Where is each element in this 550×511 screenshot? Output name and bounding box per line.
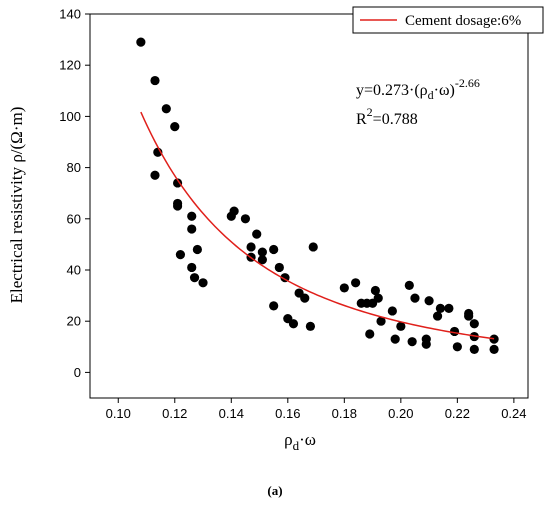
plot-area: 0.10 0.12 0.14 0.16 0.18 0.20 0.22 0.24 0 20 40 60 8… [59, 7, 529, 421]
x-tick-label: 0.22 [445, 406, 470, 421]
data-point [404, 280, 414, 290]
data-point [469, 319, 479, 329]
data-point [390, 334, 400, 344]
y-tick-label: 0 [74, 365, 81, 380]
data-point [387, 306, 397, 316]
data-point [257, 247, 267, 257]
fit-curve [140, 111, 495, 340]
x-tick-label: 0.18 [332, 406, 357, 421]
x-tick-label: 0.14 [219, 406, 244, 421]
data-point [198, 278, 208, 288]
y-axis-title: Electrical resistivity ρ/(Ω·m) [7, 107, 26, 304]
data-point [407, 337, 417, 347]
data-point [150, 170, 160, 180]
data-point [257, 255, 267, 265]
data-point [421, 334, 431, 344]
data-point [170, 122, 180, 132]
y-tick-label: 140 [59, 7, 81, 22]
data-point [269, 244, 279, 255]
data-point [308, 242, 318, 252]
data-point [175, 250, 186, 260]
data-point [464, 308, 474, 319]
figure-caption: (a) [267, 483, 283, 498]
data-point [376, 316, 386, 326]
data-point [435, 303, 445, 313]
fit-equation: y=0.273·(ρd·ω)-2.66 [356, 76, 480, 102]
data-point [410, 293, 420, 303]
x-tick-label: 0.16 [275, 406, 300, 421]
y-tick-label: 40 [67, 263, 81, 278]
data-point [173, 201, 183, 211]
legend-label: Cement dosage:6% [405, 13, 521, 29]
data-point [136, 37, 146, 47]
data-point [187, 262, 197, 273]
data-point [274, 262, 284, 273]
data-point [305, 321, 316, 331]
data-point [187, 211, 197, 221]
y-tick-label: 120 [59, 58, 81, 73]
data-point [300, 293, 310, 303]
data-point [469, 344, 479, 354]
data-point [252, 229, 262, 239]
data-point [226, 211, 236, 221]
data-point [370, 285, 381, 296]
y-tick-label: 80 [67, 160, 81, 175]
r-squared: R2=0.788 [356, 105, 418, 128]
x-tick-label: 0.12 [162, 406, 187, 421]
x-tick-label: 0.10 [106, 406, 131, 421]
legend: Cement dosage:6% [352, 6, 544, 34]
data-point [192, 244, 202, 255]
data-point [365, 329, 375, 339]
x-tick-label: 0.24 [501, 406, 526, 421]
data-point [444, 303, 454, 313]
data-point [187, 224, 197, 234]
y-tick-label: 20 [67, 314, 81, 329]
data-point [173, 178, 183, 188]
plot-frame [89, 13, 529, 399]
data-point [288, 319, 299, 329]
data-point [150, 75, 160, 86]
data-point [489, 334, 499, 344]
data-point [246, 242, 256, 252]
x-axis-title: ρd·ω [284, 430, 316, 453]
data-point [240, 214, 251, 224]
data-point [396, 321, 406, 331]
data-point [424, 296, 434, 306]
data-point [351, 278, 361, 288]
data-point [189, 273, 200, 283]
data-point [339, 283, 349, 293]
scatter-chart: 0.10 0.12 0.14 0.16 0.18 0.20 0.22 0.24 0 20 40 60 8… [7, 6, 544, 453]
data-point [269, 301, 279, 311]
data-point [432, 311, 443, 321]
data-point [161, 104, 171, 114]
y-tick-label: 60 [67, 211, 81, 226]
data-point [489, 344, 499, 354]
data-point [452, 342, 462, 352]
data-point [373, 293, 383, 303]
y-tick-label: 100 [59, 109, 81, 124]
x-tick-label: 0.20 [388, 406, 413, 421]
